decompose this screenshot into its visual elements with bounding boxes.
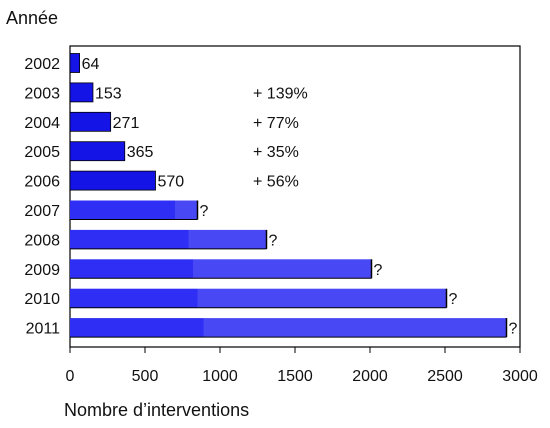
value-label-2005: 365 [127,144,154,161]
value-label-2009: ? [374,262,383,279]
x-tick-label-500: 500 [132,368,159,385]
x-tick-label-0: 0 [66,368,75,385]
bar-2010-base [70,288,198,308]
bar-2002 [69,53,80,73]
growth-labels: + 139% + 77% + 35% + 56% [253,85,308,190]
x-tick-label-2500: 2500 [427,368,463,385]
category-label-2010: 2010 [24,291,60,308]
bar-2003 [69,82,94,103]
bar-2006 [69,170,156,191]
category-label-2002: 2002 [24,56,60,73]
growth-label-2003: + 139% [253,85,308,102]
bar-2011-base [70,318,204,338]
value-label-2011: ? [509,321,518,338]
bar-2010-projection [197,288,447,308]
value-label-2003: 153 [95,85,122,102]
value-label-2006: 570 [158,174,185,191]
growth-label-2006: + 56% [253,174,299,191]
value-label-2004: 271 [113,115,140,132]
x-axis-ticks: 0 500 1000 1500 2000 2500 3000 [66,347,538,385]
value-label-2002: 64 [82,56,100,73]
category-label-2008: 2008 [24,232,60,249]
category-label-2004: 2004 [24,115,60,132]
value-label-2007: ? [200,203,209,220]
bar-2008-projection [188,229,267,249]
x-tick-label-1000: 1000 [202,368,238,385]
category-label-2011: 2011 [26,321,61,338]
value-label-2010: ? [449,291,458,308]
x-tick-label-1500: 1500 [277,368,313,385]
category-label-2006: 2006 [24,174,60,191]
bar-2007-base [70,200,175,220]
bar-2004 [69,111,112,132]
bar-2008-base [70,229,189,249]
bars-group [69,53,508,338]
x-tick-label-2000: 2000 [352,368,388,385]
bar-2009-projection [193,259,372,279]
bar-2005 [69,141,126,162]
growth-label-2004: + 77% [253,115,299,132]
bar-2007-projection [175,200,198,220]
y-axis-title: Année [6,8,58,28]
bar-2009-base [70,259,193,279]
bar-2011-projection [203,318,507,338]
category-label-2009: 2009 [24,262,60,279]
category-label-2003: 2003 [24,85,60,102]
category-labels: 2002 2003 2004 2005 2006 2007 2008 2009 2010 2011 [24,56,60,338]
x-tick-label-3000: 3000 [502,368,538,385]
growth-label-2005: + 35% [253,144,299,161]
x-axis-title: Nombre d’interventions [64,400,249,420]
category-label-2005: 2005 [24,144,60,161]
value-label-2008: ? [269,232,278,249]
category-label-2007: 2007 [24,203,60,220]
